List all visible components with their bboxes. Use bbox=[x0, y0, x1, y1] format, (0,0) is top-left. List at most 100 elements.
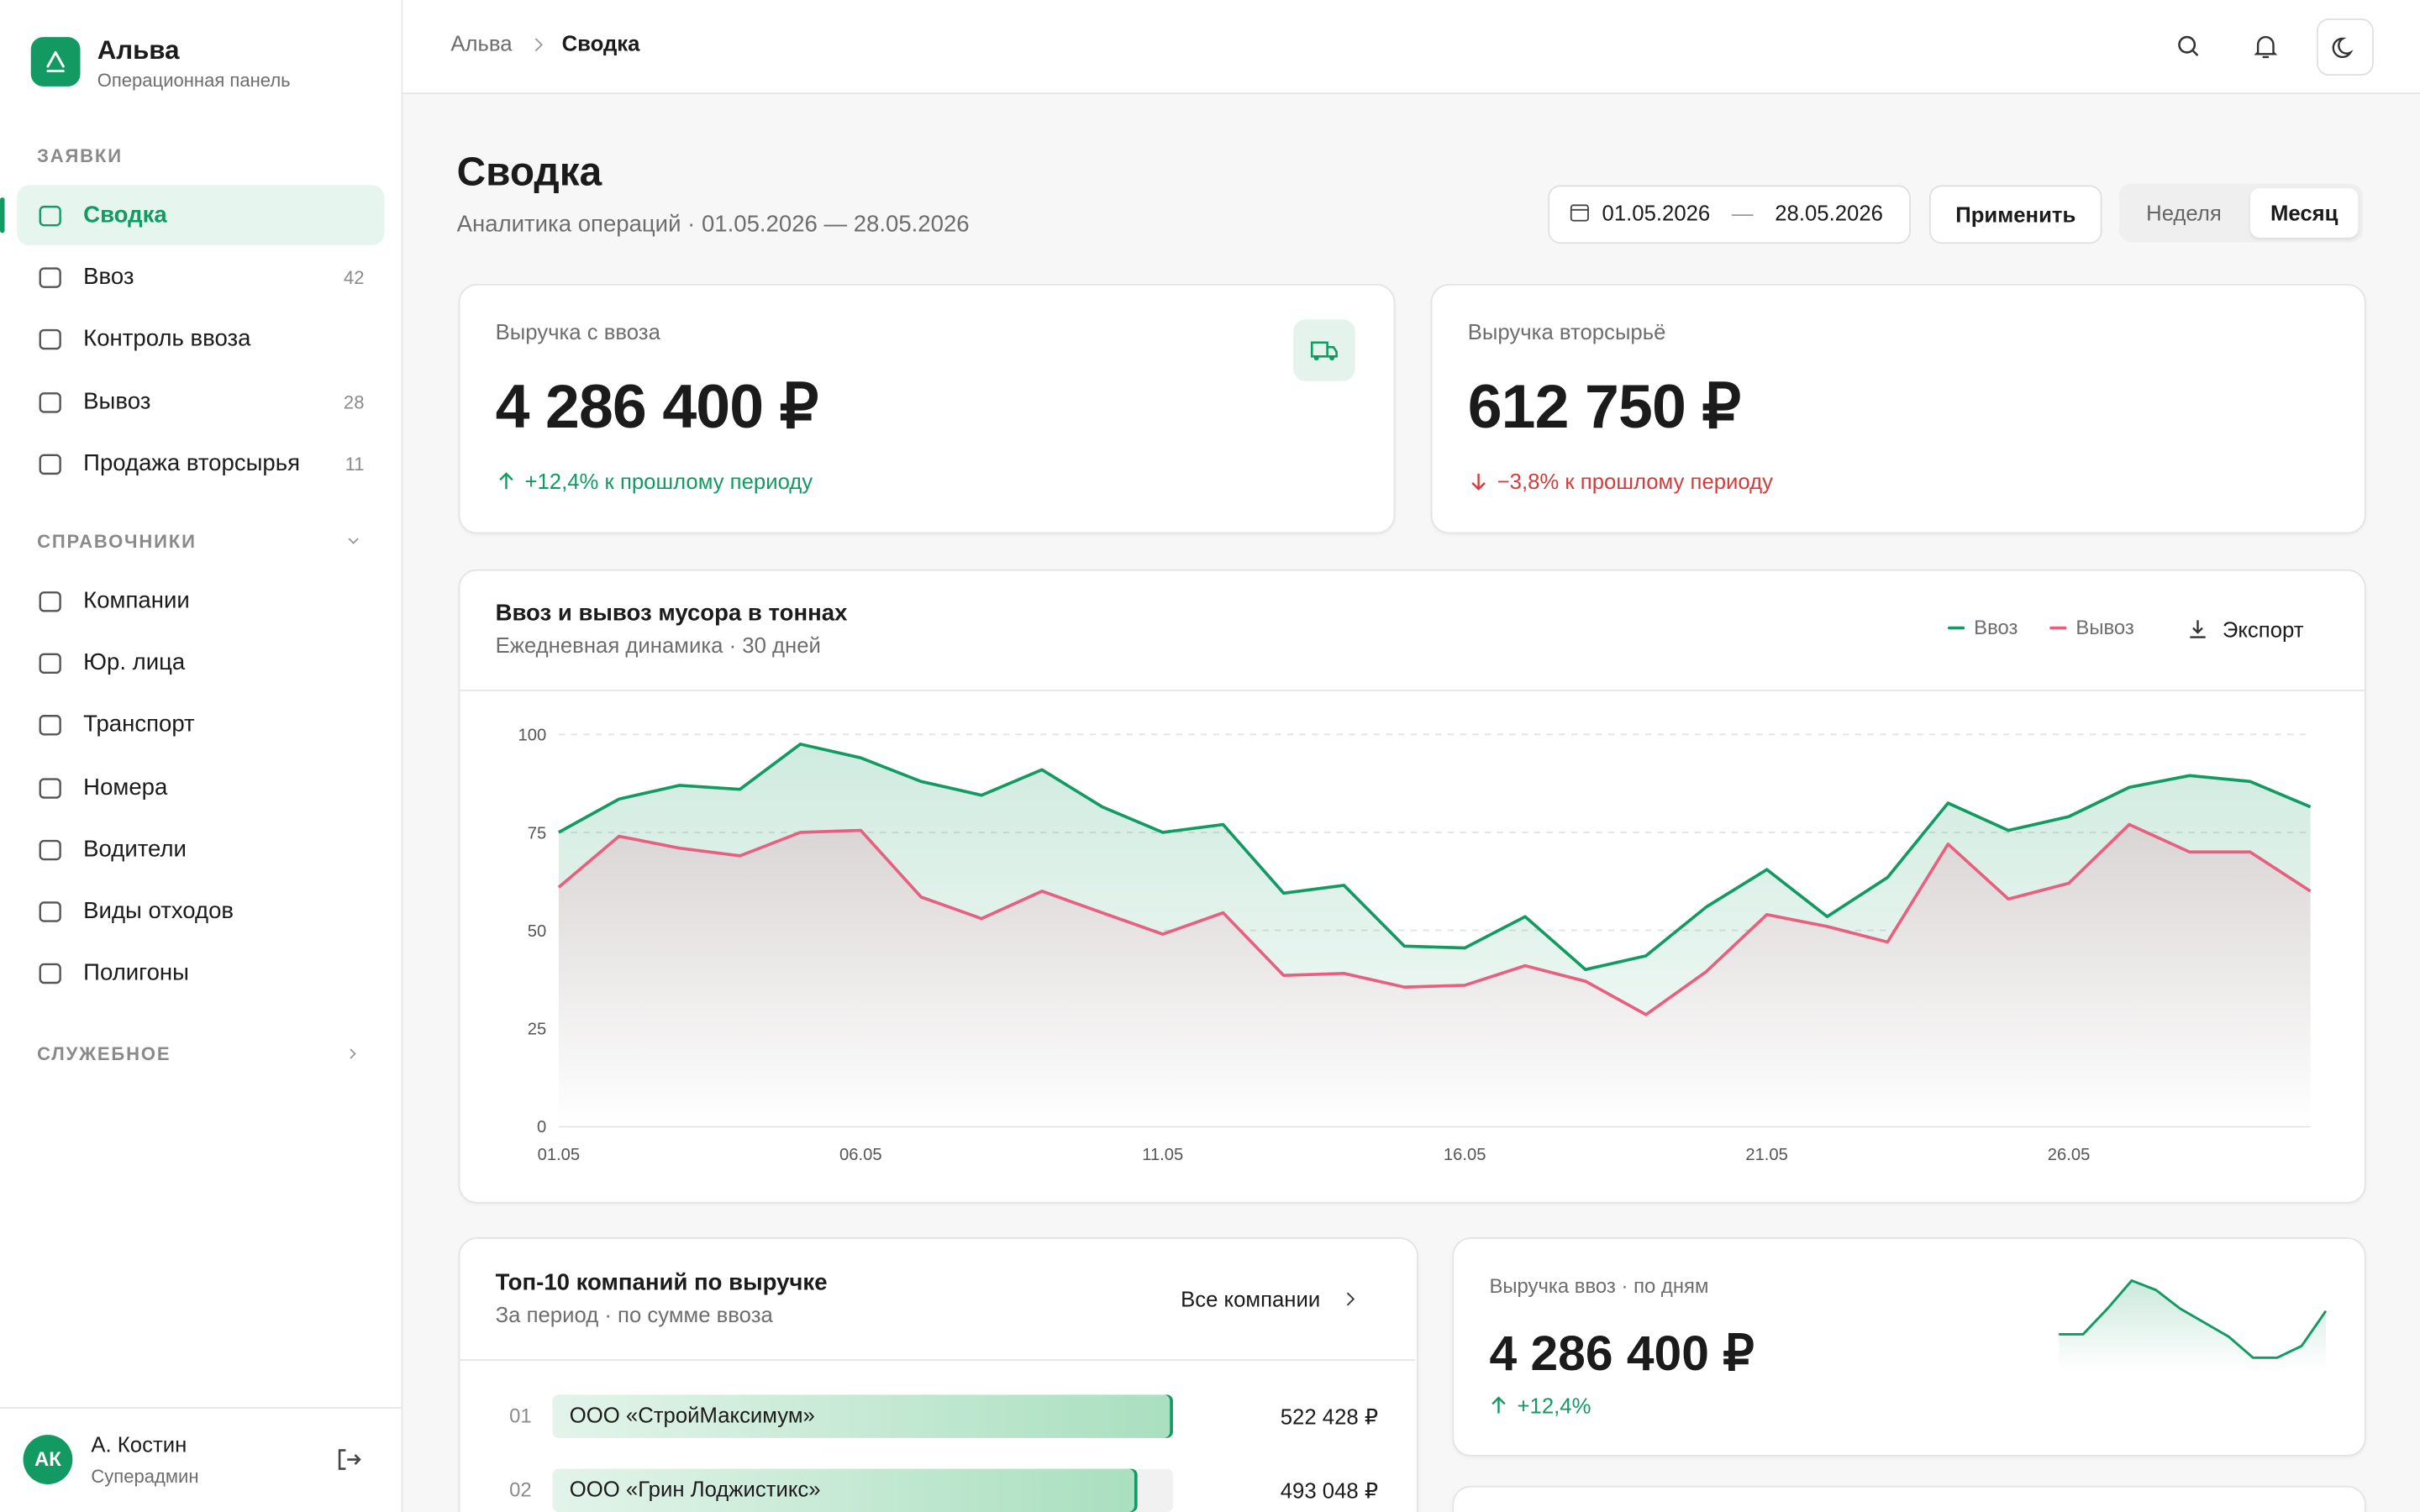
nav-item[interactable] bbox=[17, 943, 384, 1004]
icon-shape bbox=[39, 591, 61, 612]
period-option[interactable]: Неделя bbox=[2146, 200, 2222, 226]
y-tick-label: 25 bbox=[528, 1021, 546, 1039]
nav-item[interactable] bbox=[17, 819, 384, 879]
nav-section-title: ЗАЯВКИ bbox=[37, 144, 123, 167]
kpi-value: 4 286 400 ₽ bbox=[495, 373, 819, 442]
sparkline-area bbox=[2059, 1280, 2326, 1371]
icon-shape bbox=[39, 454, 61, 475]
nav-icon bbox=[39, 591, 61, 612]
kpi-label: Выручка с ввоза bbox=[495, 319, 660, 344]
date-to: 28.05.2026 bbox=[1775, 200, 1883, 226]
company-value: 493 048 ₽ bbox=[1280, 1478, 1379, 1503]
line-series bbox=[558, 743, 2312, 972]
period-option-active[interactable]: Месяц bbox=[2249, 188, 2359, 238]
kpi-label: Выручка вторсырьё bbox=[1467, 319, 1666, 344]
area-fill bbox=[558, 824, 2311, 1126]
line-series bbox=[557, 822, 2312, 1016]
brand-logo[interactable] bbox=[30, 37, 81, 87]
kpi-value: 612 750 ₽ bbox=[1467, 373, 1741, 442]
y-tick-label: 100 bbox=[518, 727, 547, 745]
line-chart: 0 25 50 75 100 01.05 06.05 11.05 16.05 21.05 26.05 bbox=[518, 727, 2312, 1164]
card-value: 4 286 400 ₽ bbox=[1489, 1325, 1754, 1381]
y-tick-label: 0 bbox=[537, 1118, 546, 1137]
nav-label: Виды отходов bbox=[83, 897, 234, 925]
trend-up-icon bbox=[499, 472, 513, 490]
breadcrumb[interactable]: Альва bbox=[450, 30, 513, 56]
moon-icon bbox=[2332, 37, 2354, 59]
card bbox=[1452, 1485, 2366, 1512]
chevron bbox=[1346, 1292, 1355, 1306]
icon-shape bbox=[39, 267, 61, 289]
x-tick-label: 26.05 bbox=[2048, 1146, 2091, 1164]
icon-shape bbox=[39, 653, 61, 675]
icon-shape bbox=[39, 205, 61, 227]
company-name[interactable]: ООО «СтройМаксимум» bbox=[569, 1402, 815, 1427]
logo-icon bbox=[46, 50, 65, 72]
nav-count: 11 bbox=[345, 453, 365, 475]
divider bbox=[460, 1359, 1416, 1362]
legend-swatch bbox=[2049, 626, 2067, 630]
truck-icon bbox=[1310, 341, 1338, 361]
nav-icon bbox=[39, 963, 61, 984]
all-companies-link[interactable]: Все компании bbox=[1181, 1286, 1321, 1312]
x-tick-label: 06.05 bbox=[839, 1146, 882, 1164]
nav-item[interactable] bbox=[17, 633, 384, 693]
legend-label[interactable]: Вывоз bbox=[2075, 615, 2134, 639]
nav-label: Ввоз bbox=[83, 264, 134, 291]
y-tick-label: 75 bbox=[528, 824, 546, 843]
page-subtitle: Аналитика операций · 01.05.2026 — 28.05.… bbox=[456, 211, 970, 238]
x-tick-label: 16.05 bbox=[1444, 1146, 1486, 1164]
arrow bbox=[1471, 473, 1486, 491]
nav-label: Транспорт bbox=[83, 711, 195, 738]
nav-item[interactable] bbox=[17, 757, 384, 817]
x-tick-label: 01.05 bbox=[538, 1146, 581, 1164]
search-button[interactable] bbox=[2176, 34, 2201, 58]
card-change: +12,4% bbox=[1517, 1393, 1591, 1418]
nav-icon bbox=[39, 777, 61, 799]
avatar[interactable]: АК bbox=[23, 1435, 73, 1484]
nav-label: Сводка bbox=[83, 202, 167, 228]
chevron bbox=[348, 538, 359, 544]
company-name[interactable]: ООО «Грин Лоджистикс» bbox=[569, 1476, 821, 1502]
nav-item-active[interactable] bbox=[17, 185, 385, 246]
kpi-icon bbox=[1293, 319, 1355, 381]
user-name: А. Костин bbox=[91, 1431, 187, 1457]
bar bbox=[552, 1468, 1139, 1512]
chart-title: Ввоз и вывоз мусора в тоннах bbox=[495, 600, 848, 627]
nav-count: 28 bbox=[343, 391, 365, 413]
x-tick-label: 11.05 bbox=[1142, 1146, 1183, 1164]
rank: 01 bbox=[509, 1404, 532, 1427]
nav-icon bbox=[39, 329, 61, 351]
nav-item[interactable] bbox=[17, 571, 384, 632]
export-button[interactable]: Экспорт bbox=[2222, 617, 2304, 643]
section-toggle[interactable] bbox=[345, 1046, 360, 1061]
theme-toggle[interactable] bbox=[2316, 18, 2374, 76]
divider bbox=[460, 690, 2365, 691]
nav-icon bbox=[39, 839, 61, 860]
trend-up-icon bbox=[1491, 1396, 1506, 1414]
nav-item[interactable] bbox=[17, 695, 384, 755]
kpi-card bbox=[1430, 283, 2366, 534]
nav-icon bbox=[39, 205, 61, 227]
logout-button[interactable] bbox=[335, 1446, 363, 1473]
brand-subtitle: Операционная панель bbox=[97, 69, 291, 92]
nav-icon bbox=[39, 454, 61, 475]
apply-button[interactable]: Применить bbox=[1928, 185, 2102, 244]
chart-subtitle: Ежедневная динамика · 30 дней bbox=[495, 633, 821, 658]
nav-section-title: СЛУЖЕБНОЕ bbox=[37, 1042, 171, 1065]
legend-swatch bbox=[1947, 626, 1965, 630]
legend-label[interactable]: Ввоз bbox=[1974, 615, 2018, 639]
nav-label: Компании bbox=[83, 587, 190, 615]
nav-count: 42 bbox=[343, 267, 365, 289]
export-icon bbox=[2190, 620, 2206, 638]
bar bbox=[552, 1394, 1173, 1438]
date-range-picker[interactable] bbox=[1548, 185, 1911, 244]
breadcrumb-current: Сводка bbox=[561, 30, 640, 56]
notifications-button[interactable] bbox=[2254, 34, 2278, 60]
kpi-card bbox=[458, 283, 1396, 534]
section-toggle[interactable] bbox=[345, 534, 360, 549]
nav-icon bbox=[39, 267, 61, 289]
brand-name: Альва bbox=[97, 35, 180, 66]
nav-label: Продажа вторсырья bbox=[83, 449, 301, 477]
